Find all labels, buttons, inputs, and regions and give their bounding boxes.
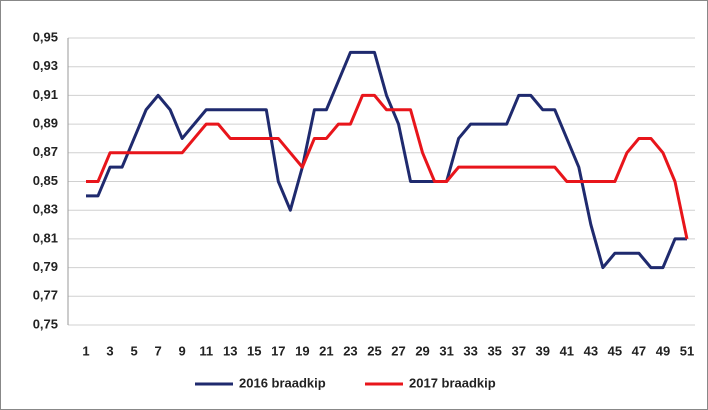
y-tick-label: 0,77: [33, 288, 58, 303]
x-tick-label: 7: [155, 343, 162, 358]
y-tick-label: 0,79: [33, 259, 58, 274]
legend-label: 2017 braadkip: [409, 375, 496, 390]
x-tick-label: 27: [391, 343, 405, 358]
y-tick-label: 0,93: [33, 58, 58, 73]
y-tick-label: 0,91: [33, 87, 58, 102]
legend-label: 2016 braadkip: [239, 375, 326, 390]
y-tick-label: 0,95: [33, 29, 58, 44]
x-tick-label: 49: [656, 343, 670, 358]
x-tick-label: 9: [179, 343, 186, 358]
series-line: [86, 50, 687, 270]
series-line: [86, 93, 689, 240]
x-tick-label: 31: [439, 343, 453, 358]
x-tick-label: 51: [680, 343, 694, 358]
x-tick-label: 39: [536, 343, 550, 358]
x-tick-label: 1: [82, 343, 89, 358]
x-tick-label: 41: [560, 343, 574, 358]
y-tick-label: 0,85: [33, 173, 58, 188]
x-tick-label: 33: [463, 343, 477, 358]
x-tick-label: 25: [367, 343, 381, 358]
x-tick-label: 11: [199, 343, 213, 358]
x-tick-label: 47: [632, 343, 646, 358]
x-tick-label: 21: [319, 343, 333, 358]
x-tick-label: 37: [511, 343, 525, 358]
x-tick-label: 45: [608, 343, 622, 358]
y-tick-label: 0,89: [33, 116, 58, 131]
x-tick-label: 19: [295, 343, 309, 358]
x-tick-label: 29: [415, 343, 429, 358]
x-tick-label: 17: [271, 343, 285, 358]
y-tick-label: 0,87: [33, 144, 58, 159]
x-tick-label: 3: [106, 343, 113, 358]
y-tick-label: 0,83: [33, 202, 58, 217]
y-tick-label: 0,75: [33, 316, 58, 331]
x-tick-label: 5: [130, 343, 137, 358]
x-tick-label: 13: [223, 343, 237, 358]
x-tick-label: 23: [343, 343, 357, 358]
y-tick-label: 0,81: [33, 230, 58, 245]
x-tick-label: 43: [584, 343, 598, 358]
x-tick-label: 15: [247, 343, 261, 358]
x-tick-label: 35: [487, 343, 501, 358]
